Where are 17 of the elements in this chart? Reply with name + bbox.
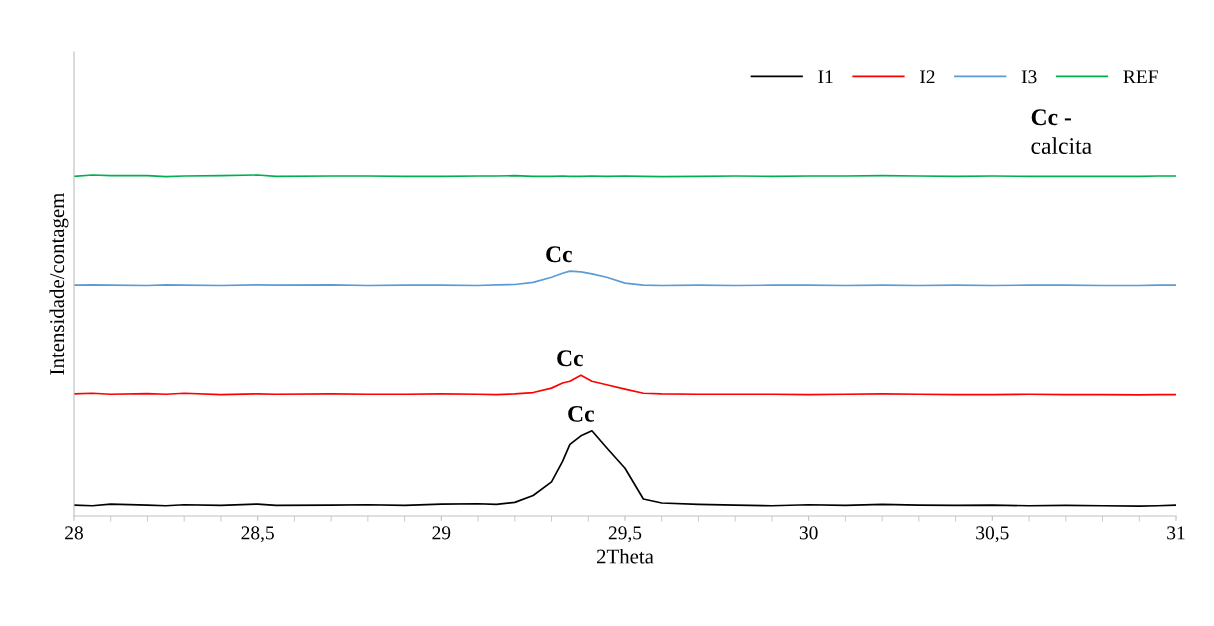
legend-label: REF [1123, 70, 1158, 84]
x-tick-label: 30,5 [976, 526, 1009, 543]
x-tick-label: 30 [799, 526, 818, 540]
x-tick-label: 28 [65, 526, 83, 540]
x-tick-label: 29,5 [608, 526, 642, 543]
x-tick-label: 28,5 [241, 526, 274, 543]
legend-label: I1 [818, 70, 833, 84]
x-tick-label: 29 [432, 526, 451, 540]
text: Cc - calcita [1031, 109, 1092, 154]
x-axis-title: 2Theta [596, 548, 654, 564]
annotation: Cc [546, 246, 572, 263]
annotation: Cc [557, 350, 583, 367]
legend-label: I3 [1021, 70, 1037, 84]
legend-label: I2 [920, 70, 935, 84]
x-tick-label: 31 [1167, 526, 1185, 540]
y-axis-title: Intensidade/contagem [49, 192, 69, 375]
annotation: Cc [568, 405, 594, 422]
